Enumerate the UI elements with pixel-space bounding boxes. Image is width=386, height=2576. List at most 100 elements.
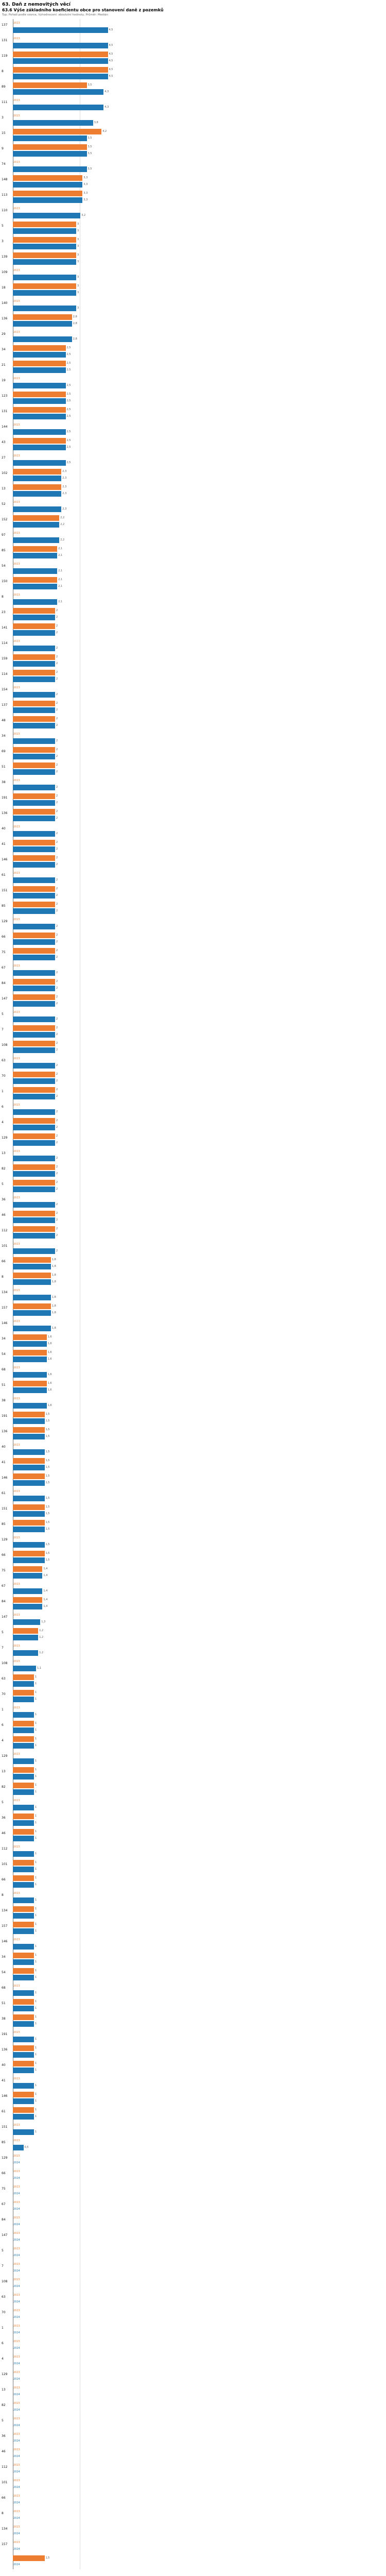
bar-2023[interactable] bbox=[13, 1690, 34, 1696]
bar-2023[interactable] bbox=[13, 654, 55, 660]
bar-2023[interactable] bbox=[13, 1133, 55, 1140]
bar-2024[interactable] bbox=[13, 1990, 34, 1996]
bar-2024[interactable] bbox=[13, 785, 55, 791]
bar-2024[interactable] bbox=[13, 460, 66, 466]
bar-2024[interactable] bbox=[13, 2021, 34, 2027]
bar-2024[interactable] bbox=[13, 1959, 34, 1965]
bar-2024[interactable] bbox=[13, 1820, 34, 1826]
bar-2024[interactable] bbox=[13, 120, 93, 126]
bar-2024[interactable] bbox=[13, 1047, 55, 1054]
bar-2024[interactable] bbox=[13, 89, 104, 95]
bar-2024[interactable] bbox=[13, 1774, 34, 1780]
bar-2023[interactable] bbox=[13, 546, 58, 552]
bar-2023[interactable] bbox=[13, 855, 55, 861]
bar-2024[interactable] bbox=[13, 1418, 45, 1425]
bar-2024[interactable] bbox=[13, 816, 55, 822]
bar-2024[interactable] bbox=[13, 1758, 34, 1765]
bar-2024[interactable] bbox=[13, 1063, 55, 1069]
bar-2023[interactable] bbox=[13, 1087, 55, 1093]
bar-2023[interactable] bbox=[13, 1736, 34, 1742]
bar-2023[interactable] bbox=[13, 793, 55, 800]
bar-2024[interactable] bbox=[13, 151, 87, 157]
bar-2023[interactable] bbox=[13, 1968, 34, 1974]
bar-2024[interactable] bbox=[13, 1434, 45, 1440]
bar-2023[interactable] bbox=[13, 1164, 55, 1171]
bar-2024[interactable] bbox=[13, 1248, 55, 1255]
bar-2024[interactable] bbox=[13, 1650, 39, 1656]
bar-2023[interactable] bbox=[13, 438, 66, 444]
bar-2023[interactable] bbox=[13, 1520, 45, 1526]
bar-2023[interactable] bbox=[13, 902, 55, 908]
bar-2023[interactable] bbox=[13, 283, 76, 290]
bar-2024[interactable] bbox=[13, 661, 55, 667]
bar-2024[interactable] bbox=[13, 244, 76, 250]
bar-2023[interactable] bbox=[13, 670, 55, 676]
bar-2023[interactable] bbox=[13, 1118, 55, 1124]
bar-2023[interactable] bbox=[13, 2092, 34, 2098]
bar-2024[interactable] bbox=[13, 1542, 45, 1548]
bar-2024[interactable] bbox=[13, 1666, 37, 1672]
bar-2023[interactable] bbox=[13, 1829, 34, 1835]
bar-2024[interactable] bbox=[13, 877, 55, 884]
bar-2024[interactable] bbox=[13, 135, 87, 142]
bar-2024[interactable] bbox=[13, 367, 66, 374]
bar-2024[interactable] bbox=[13, 2083, 34, 2089]
bar-2023[interactable] bbox=[13, 979, 55, 985]
bar-2024[interactable] bbox=[13, 491, 62, 497]
bar-2023[interactable] bbox=[13, 994, 55, 1001]
bar-2024[interactable] bbox=[13, 74, 108, 80]
bar-2023[interactable] bbox=[13, 1906, 34, 1912]
bar-2024[interactable] bbox=[13, 1851, 34, 1857]
bar-2024[interactable] bbox=[13, 1326, 51, 1332]
bar-2024[interactable] bbox=[13, 1743, 34, 1749]
bar-2024[interactable] bbox=[13, 537, 60, 544]
bar-2023[interactable] bbox=[13, 2555, 45, 2562]
bar-2024[interactable] bbox=[13, 924, 55, 930]
bar-2023[interactable] bbox=[13, 222, 76, 228]
bar-2024[interactable] bbox=[13, 1975, 34, 1981]
bar-2023[interactable] bbox=[13, 1551, 45, 1557]
bar-2024[interactable] bbox=[13, 182, 83, 188]
bar-2023[interactable] bbox=[13, 1350, 47, 1356]
bar-2023[interactable] bbox=[13, 82, 87, 89]
bar-2023[interactable] bbox=[13, 175, 83, 181]
bar-2024[interactable] bbox=[13, 908, 55, 914]
bar-2023[interactable] bbox=[13, 144, 87, 150]
bar-2023[interactable] bbox=[13, 762, 55, 769]
bar-2023[interactable] bbox=[13, 1674, 34, 1681]
bar-2023[interactable] bbox=[13, 67, 108, 73]
bar-2024[interactable] bbox=[13, 2114, 34, 2120]
bar-2023[interactable] bbox=[13, 1860, 34, 1866]
bar-2023[interactable] bbox=[13, 407, 66, 413]
bar-2023[interactable] bbox=[13, 52, 108, 58]
bar-2023[interactable] bbox=[13, 2045, 34, 2052]
bar-2024[interactable] bbox=[13, 445, 66, 451]
bar-2024[interactable] bbox=[13, 1125, 55, 1131]
bar-2024[interactable] bbox=[13, 831, 55, 837]
bar-2024[interactable] bbox=[13, 352, 66, 358]
bar-2023[interactable] bbox=[13, 1025, 55, 1031]
bar-2023[interactable] bbox=[13, 1458, 45, 1464]
bar-2024[interactable] bbox=[13, 290, 76, 296]
bar-2024[interactable] bbox=[13, 1697, 34, 1703]
bar-2024[interactable] bbox=[13, 800, 55, 806]
bar-2023[interactable] bbox=[13, 129, 102, 135]
bar-2023[interactable] bbox=[13, 252, 76, 259]
bar-2024[interactable] bbox=[13, 27, 108, 33]
bar-2024[interactable] bbox=[13, 630, 55, 636]
bar-2024[interactable] bbox=[13, 1805, 34, 1811]
bar-2024[interactable] bbox=[13, 1078, 55, 1084]
bar-2024[interactable] bbox=[13, 1867, 34, 1873]
bar-2023[interactable] bbox=[13, 392, 66, 398]
bar-2023[interactable] bbox=[13, 314, 72, 320]
bar-2024[interactable] bbox=[13, 58, 108, 64]
bar-2023[interactable] bbox=[13, 1381, 47, 1387]
bar-2024[interactable] bbox=[13, 1016, 55, 1023]
bar-2024[interactable] bbox=[13, 398, 66, 404]
bar-2023[interactable] bbox=[13, 1922, 34, 1928]
bar-2024[interactable] bbox=[13, 414, 66, 420]
bar-2024[interactable] bbox=[13, 1588, 43, 1595]
bar-2023[interactable] bbox=[13, 361, 66, 367]
bar-2024[interactable] bbox=[13, 1604, 43, 1610]
bar-2024[interactable] bbox=[13, 584, 58, 590]
